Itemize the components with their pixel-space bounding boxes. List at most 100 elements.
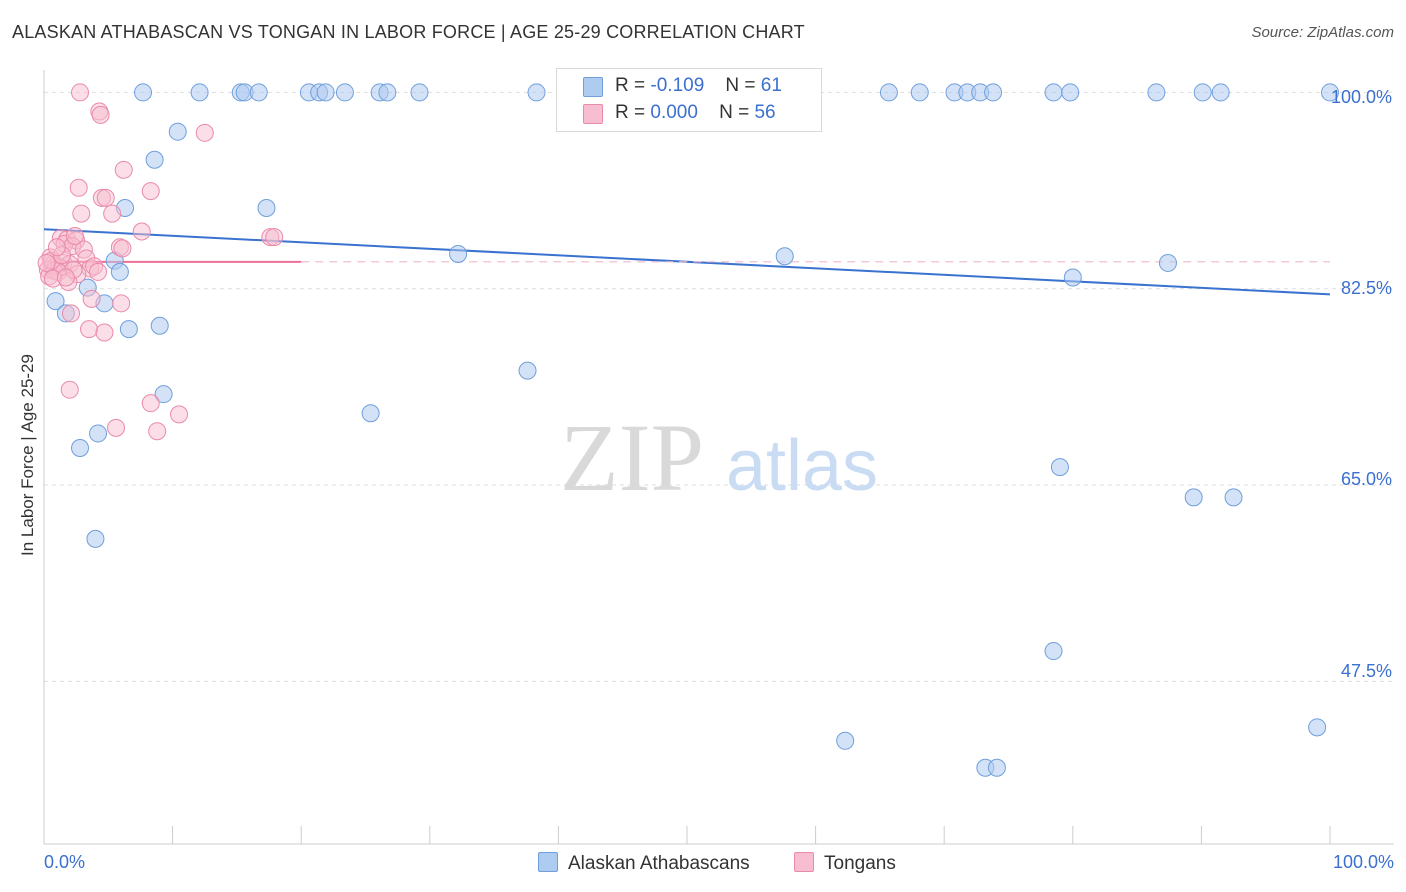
data-point-alaskan — [1063, 268, 1082, 287]
bottom-legend-tongans: Tongans — [794, 852, 896, 875]
data-point-alaskan — [1061, 83, 1080, 102]
data-point-tongans — [113, 239, 132, 258]
watermark-zip: ZIP — [560, 404, 704, 511]
bottom-legend-swatch-pink — [794, 852, 814, 872]
data-point-tongans — [62, 304, 81, 323]
data-point-alaskan — [257, 198, 276, 217]
data-point-alaskan — [1211, 83, 1230, 102]
data-point-alaskan — [518, 361, 537, 380]
series-tongans — [37, 83, 284, 441]
data-point-alaskan — [1147, 83, 1166, 102]
data-point-alaskan — [145, 150, 164, 169]
data-point-alaskan — [361, 404, 380, 423]
data-point-tongans — [170, 405, 189, 424]
data-point-tongans — [60, 380, 79, 399]
data-point-alaskan — [1308, 718, 1327, 737]
legend-r-value-blue: -0.109 — [650, 75, 705, 96]
y-tick-label-47-5: 47.5% — [1340, 661, 1392, 681]
watermark-atlas: atlas — [726, 426, 878, 506]
data-point-tongans — [89, 262, 108, 281]
data-point-tongans — [103, 204, 122, 223]
axes — [43, 70, 1394, 845]
data-point-tongans — [82, 289, 101, 308]
y-tick-label-100: 100.0% — [1330, 87, 1392, 107]
data-point-alaskan — [1193, 83, 1212, 102]
data-point-tongans — [141, 394, 160, 413]
data-point-alaskan — [836, 731, 855, 750]
y-tick-label-65: 65.0% — [1340, 469, 1392, 489]
data-point-tongans — [141, 182, 160, 201]
data-point-tongans — [195, 123, 214, 142]
trend-lines — [43, 228, 1331, 296]
data-point-tongans — [56, 268, 75, 287]
data-point-alaskan — [1184, 488, 1203, 507]
data-point-tongans — [132, 222, 151, 241]
data-point-alaskan — [984, 83, 1003, 102]
data-point-tongans — [107, 418, 126, 437]
bottom-legend-label-tongans: Tongans — [824, 853, 896, 874]
x-tick-label-min: 0.0% — [44, 852, 86, 872]
legend-r-label: R = — [615, 75, 646, 96]
legend-swatch-pink — [583, 104, 603, 124]
legend-r-label: R = — [615, 102, 646, 123]
x-tick-label-max: 100.0% — [1332, 852, 1394, 872]
legend-r-value-pink: 0.000 — [650, 102, 698, 123]
data-point-tongans — [112, 294, 131, 313]
data-point-alaskan — [987, 758, 1006, 777]
data-point-alaskan — [110, 262, 129, 281]
data-point-alaskan — [410, 83, 429, 102]
data-point-alaskan — [150, 316, 169, 335]
data-point-tongans — [96, 188, 115, 207]
data-point-tongans — [65, 227, 84, 246]
data-point-alaskan — [910, 83, 929, 102]
legend-n-label: N = — [725, 75, 756, 96]
correlation-legend: R = -0.109 N = 61 R = 0.000 N = 56 — [556, 68, 822, 132]
data-point-alaskan — [249, 83, 268, 102]
source-label: Source: ZipAtlas.com — [1251, 24, 1394, 41]
data-point-alaskan — [1224, 488, 1243, 507]
data-point-alaskan — [1044, 642, 1063, 661]
data-point-alaskan — [378, 83, 397, 102]
data-point-alaskan — [119, 320, 138, 339]
data-point-alaskan — [527, 83, 546, 102]
y-tick-label-82-5: 82.5% — [1340, 278, 1392, 298]
data-point-alaskan — [1044, 83, 1063, 102]
watermark: ZIP atlas — [560, 404, 878, 511]
data-point-alaskan — [46, 292, 65, 311]
data-point-tongans — [47, 238, 66, 257]
data-point-alaskan — [190, 83, 209, 102]
legend-n-value-pink: 56 — [754, 102, 776, 123]
bottom-legend-label-alaskan: Alaskan Athabascans — [568, 853, 750, 874]
series-alaskan-athabascans — [46, 83, 1339, 777]
data-point-alaskan — [71, 439, 90, 458]
data-point-alaskan — [335, 83, 354, 102]
data-point-tongans — [114, 160, 133, 179]
data-point-alaskan — [879, 83, 898, 102]
legend-n-value-blue: 61 — [760, 75, 782, 96]
data-point-alaskan — [168, 122, 187, 141]
data-point-alaskan — [449, 244, 468, 263]
gridlines — [44, 91, 1394, 682]
data-point-tongans — [80, 320, 99, 339]
bottom-legend-swatch-blue — [538, 852, 558, 872]
data-point-tongans — [95, 323, 114, 342]
legend-swatch-blue — [583, 77, 603, 97]
data-point-alaskan — [86, 529, 105, 548]
legend-n-label: N = — [719, 102, 750, 123]
data-point-tongans — [148, 422, 167, 441]
data-point-alaskan — [1321, 83, 1339, 102]
data-point-alaskan — [1158, 253, 1177, 272]
data-point-alaskan — [316, 83, 335, 102]
data-point-alaskan — [134, 83, 153, 102]
bottom-legend-alaskan: Alaskan Athabascans — [538, 852, 750, 875]
data-point-alaskan — [775, 247, 794, 266]
data-point-tongans — [72, 204, 91, 223]
data-point-tongans — [37, 253, 56, 272]
data-point-alaskan — [89, 424, 108, 443]
data-point-tongans — [71, 83, 90, 102]
data-point-alaskan — [1050, 458, 1069, 477]
data-point-tongans — [265, 228, 284, 247]
data-point-tongans — [91, 105, 110, 124]
data-point-tongans — [69, 178, 88, 197]
